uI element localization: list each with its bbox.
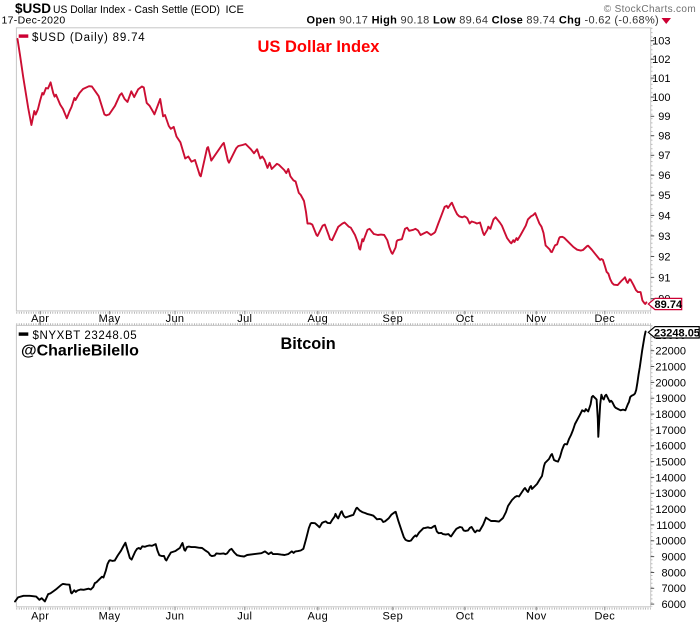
- svg-text:102: 102: [652, 54, 670, 66]
- svg-text:94: 94: [658, 210, 670, 222]
- svg-text:Apr: Apr: [31, 611, 49, 623]
- svg-text:@CharlieBilello: @CharlieBilello: [21, 343, 139, 360]
- svg-text:8000: 8000: [662, 567, 686, 579]
- svg-text:Apr: Apr: [31, 313, 49, 325]
- svg-text:Bitcoin: Bitcoin: [281, 335, 336, 353]
- svg-text:Nov: Nov: [526, 611, 547, 623]
- svg-text:13000: 13000: [655, 488, 686, 500]
- svg-text:Jul: Jul: [237, 313, 252, 325]
- svg-text:© StockCharts.com: © StockCharts.com: [604, 4, 696, 15]
- svg-text:May: May: [99, 313, 121, 325]
- svg-text:Aug: Aug: [307, 611, 328, 623]
- svg-text:19000: 19000: [655, 393, 686, 405]
- svg-text:Nov: Nov: [526, 313, 547, 325]
- svg-text:20000: 20000: [655, 377, 686, 389]
- svg-text:17-Dec-2020: 17-Dec-2020: [2, 15, 66, 27]
- svg-text:21000: 21000: [655, 361, 686, 373]
- svg-text:89.74: 89.74: [655, 299, 683, 311]
- svg-text:US Dollar Index - Cash Settle: US Dollar Index - Cash Settle (EOD): [53, 4, 220, 16]
- svg-text:11000: 11000: [656, 520, 686, 532]
- svg-text:101: 101: [652, 73, 670, 85]
- svg-text:22000: 22000: [655, 346, 686, 358]
- svg-text:14000: 14000: [655, 472, 686, 484]
- svg-text:17000: 17000: [655, 425, 686, 437]
- svg-text:Jun: Jun: [166, 611, 185, 623]
- svg-text:10000: 10000: [655, 536, 686, 548]
- svg-text:96: 96: [658, 170, 670, 182]
- svg-text:95: 95: [658, 190, 670, 202]
- svg-text:103: 103: [652, 36, 670, 48]
- svg-text:$USD (Daily) 89.74: $USD (Daily) 89.74: [32, 32, 145, 44]
- svg-text:98: 98: [658, 131, 670, 143]
- svg-text:92: 92: [658, 251, 670, 263]
- svg-text:Dec: Dec: [594, 611, 615, 623]
- svg-text:12000: 12000: [655, 504, 686, 516]
- svg-text:15000: 15000: [655, 457, 686, 469]
- svg-text:Aug: Aug: [307, 313, 328, 325]
- svg-text:Open 90.17 High 90.18 Low 89.6: Open 90.17 High 90.18 Low 89.64 Close 89…: [307, 15, 660, 27]
- svg-text:Sep: Sep: [382, 611, 403, 623]
- svg-text:7000: 7000: [662, 583, 686, 595]
- svg-text:Oct: Oct: [456, 313, 474, 325]
- svg-text:Jun: Jun: [166, 313, 185, 325]
- svg-text:ICE: ICE: [226, 4, 244, 16]
- svg-text:Dec: Dec: [594, 313, 615, 325]
- svg-text:91: 91: [658, 272, 670, 284]
- svg-text:6000: 6000: [662, 599, 686, 611]
- svg-text:$USD: $USD: [15, 1, 51, 16]
- svg-text:100: 100: [652, 92, 670, 104]
- svg-text:Sep: Sep: [382, 313, 403, 325]
- svg-text:18000: 18000: [655, 409, 686, 421]
- svg-text:US Dollar Index: US Dollar Index: [258, 38, 381, 56]
- svg-text:Oct: Oct: [456, 611, 474, 623]
- svg-text:May: May: [99, 611, 121, 623]
- svg-text:99: 99: [658, 111, 670, 123]
- svg-text:97: 97: [658, 150, 670, 162]
- svg-text:$NYXBT 23248.05: $NYXBT 23248.05: [33, 330, 138, 342]
- svg-text:16000: 16000: [655, 441, 686, 453]
- svg-text:23248.05: 23248.05: [654, 327, 700, 339]
- svg-text:93: 93: [658, 231, 670, 243]
- svg-text:Jul: Jul: [237, 611, 252, 623]
- svg-text:9000: 9000: [662, 552, 686, 564]
